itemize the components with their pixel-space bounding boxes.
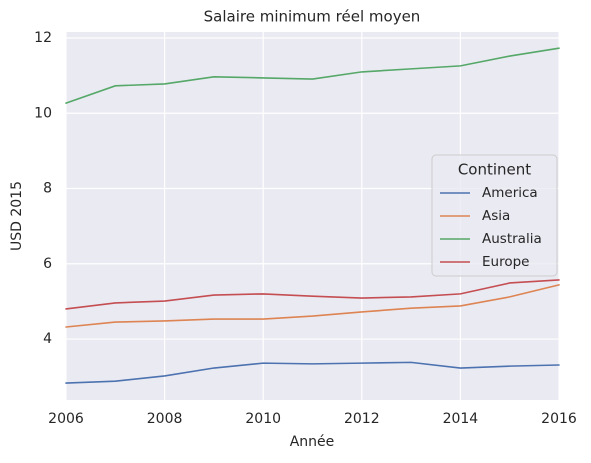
x-tick-label: 2016 [541, 411, 577, 427]
chart-title: Salaire minimum réel moyen [204, 8, 421, 26]
legend-label: Asia [482, 208, 510, 224]
series-line [65, 47, 560, 104]
legend-label: America [482, 185, 538, 201]
x-tick-label: 2006 [48, 411, 84, 427]
series-line [65, 361, 560, 384]
x-tick-label: 2014 [443, 411, 479, 427]
x-tick-label: 2010 [245, 411, 281, 427]
y-tick-label: 12 [34, 30, 52, 46]
legend-label: Europe [482, 254, 529, 270]
legend-title: Continent [458, 161, 531, 179]
series-line [65, 279, 560, 310]
y-tick-label: 10 [34, 105, 52, 121]
y-tick-label: 4 [43, 331, 52, 347]
legend-box [431, 154, 558, 277]
series-line [65, 284, 560, 328]
y-tick-label: 6 [43, 256, 52, 272]
x-tick-label: 2012 [344, 411, 380, 427]
x-tick-label: 2008 [147, 411, 183, 427]
legend: Continent America Asia Australia Europe [431, 154, 558, 277]
legend-label: Australia [482, 231, 542, 247]
y-axis-label: USD 2015 [9, 181, 25, 251]
x-axis-label: Année [290, 434, 335, 450]
y-tick-label: 8 [43, 181, 52, 197]
